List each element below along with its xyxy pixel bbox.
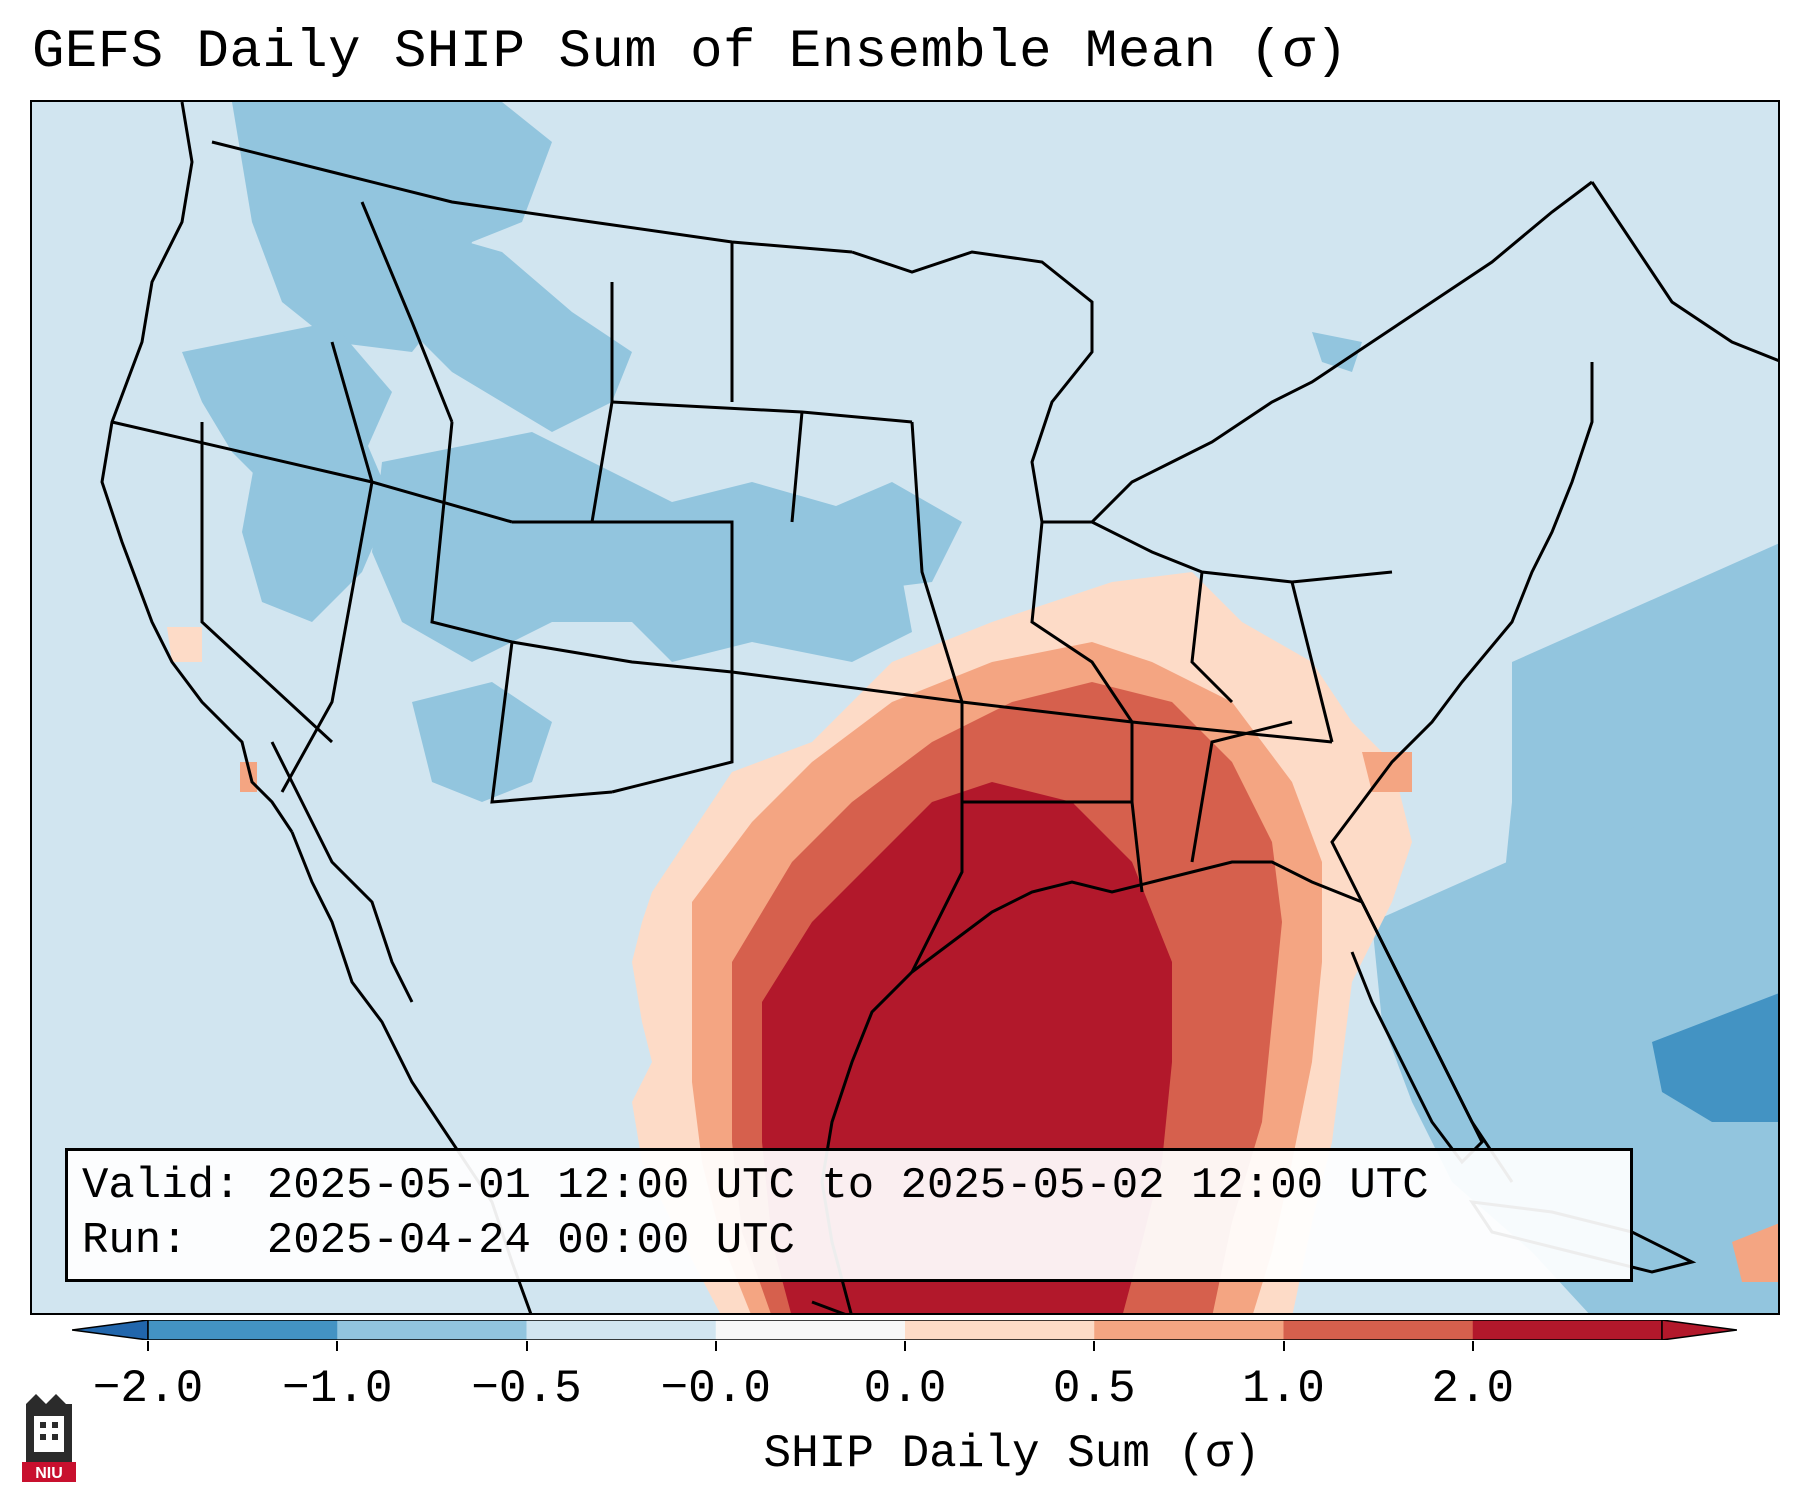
colorbar-tick-label: −0.5 <box>471 1363 582 1415</box>
colorbar-tick-mark <box>1093 1341 1096 1351</box>
valid-time-text: Valid: 2025-05-01 12:00 UTC to 2025-05-0… <box>82 1161 1429 1211</box>
sigma-field-map <box>100 102 1778 1313</box>
validity-info-box: Valid: 2025-05-01 12:00 UTC to 2025-05-0… <box>65 1148 1633 1282</box>
colorbar-tick-mark <box>904 1341 906 1351</box>
run-time-text: Run: 2025-04-24 00:00 UTC <box>82 1216 795 1266</box>
colorbar-tick-mark <box>1282 1341 1285 1351</box>
colorbar-tick-mark <box>714 1341 717 1351</box>
colorbar-title: SHIP Daily Sum (σ) <box>763 1428 1261 1480</box>
map-panel <box>30 100 1780 1315</box>
colorbar-tick-mark <box>336 1341 339 1351</box>
field-neg-2-to-neg-1 <box>1652 993 1778 1122</box>
colorbar <box>72 1320 1737 1340</box>
colorbar-segments <box>147 1320 1663 1340</box>
colorbar-segment <box>1283 1320 1474 1340</box>
map-title: GEFS Daily SHIP Sum of Ensemble Mean (σ) <box>32 22 1349 83</box>
colorbar-tick-label: 2.0 <box>1431 1363 1515 1415</box>
colorbar-tick-label: 0.5 <box>1052 1363 1136 1415</box>
niu-logo: NIU <box>22 1394 76 1482</box>
colorbar-segment <box>1094 1320 1284 1340</box>
colorbar-tick-mark <box>147 1341 149 1351</box>
colorbar-extend-high <box>1661 1320 1737 1340</box>
colorbar-segment <box>526 1320 717 1340</box>
colorbar-tick-label: −2.0 <box>92 1363 204 1415</box>
colorbar-segment <box>715 1320 906 1340</box>
colorbar-segment <box>1472 1320 1663 1340</box>
colorbar-extend-low <box>72 1320 149 1340</box>
colorbar-segment <box>337 1320 527 1340</box>
svg-text:NIU: NIU <box>35 1465 63 1482</box>
colorbar-tick-mark <box>525 1341 528 1351</box>
colorbar-tick-label: −1.0 <box>282 1363 393 1415</box>
colorbar-segment <box>148 1320 338 1340</box>
colorbar-tick-label: 0.0 <box>863 1363 947 1415</box>
colorbar-tick-mark <box>1471 1341 1474 1351</box>
colorbar-tick-label: −0.0 <box>660 1363 771 1415</box>
colorbar-segment <box>905 1320 1095 1340</box>
colorbar-tick-label: 1.0 <box>1242 1363 1325 1415</box>
